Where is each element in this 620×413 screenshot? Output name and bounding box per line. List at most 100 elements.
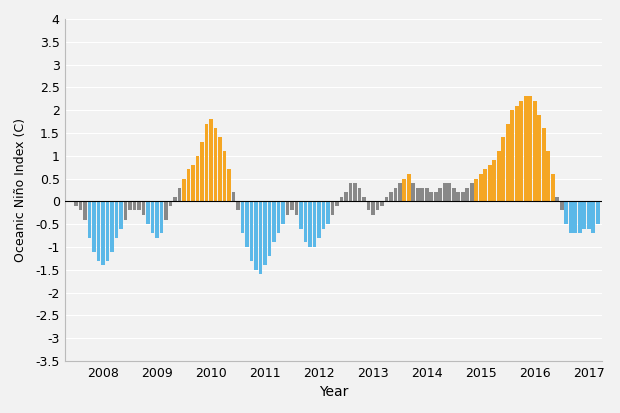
Bar xyxy=(236,202,240,211)
Bar xyxy=(402,178,406,202)
Bar xyxy=(312,202,316,247)
Bar xyxy=(448,183,451,202)
Bar xyxy=(470,183,474,202)
Bar xyxy=(479,174,483,202)
Bar xyxy=(115,202,118,238)
Bar xyxy=(286,202,290,215)
Bar xyxy=(528,96,532,202)
Bar xyxy=(277,202,280,233)
Bar xyxy=(191,165,195,202)
Bar xyxy=(200,142,204,202)
Bar xyxy=(348,183,352,202)
Bar xyxy=(330,202,334,215)
Bar xyxy=(182,178,186,202)
Bar xyxy=(92,202,96,252)
Bar xyxy=(389,192,393,202)
Bar xyxy=(394,188,397,202)
Bar xyxy=(214,128,218,202)
Bar xyxy=(245,202,249,247)
Bar xyxy=(353,183,357,202)
Bar xyxy=(384,197,388,202)
Bar xyxy=(79,202,82,211)
Bar xyxy=(506,124,510,202)
Bar xyxy=(110,202,114,252)
Bar xyxy=(87,202,92,238)
Bar xyxy=(151,202,154,233)
Bar xyxy=(141,202,146,215)
Bar xyxy=(105,202,110,261)
Bar xyxy=(137,202,141,211)
Bar xyxy=(398,183,402,202)
Bar xyxy=(241,202,244,233)
Bar xyxy=(546,151,550,202)
Bar xyxy=(272,202,276,242)
Bar xyxy=(254,202,258,270)
Bar xyxy=(497,151,501,202)
Bar xyxy=(119,202,123,229)
Bar xyxy=(97,202,100,261)
Bar xyxy=(371,202,375,215)
Bar xyxy=(596,202,600,224)
Bar xyxy=(412,183,415,202)
Bar xyxy=(510,110,514,202)
Bar xyxy=(466,188,469,202)
Bar xyxy=(340,197,343,202)
Bar xyxy=(146,202,150,224)
Bar xyxy=(83,202,87,220)
Bar xyxy=(232,192,236,202)
Bar xyxy=(520,101,523,202)
Bar xyxy=(263,202,267,265)
Bar xyxy=(488,165,492,202)
X-axis label: Year: Year xyxy=(319,385,348,399)
Bar xyxy=(578,202,582,233)
Bar xyxy=(416,188,420,202)
Bar xyxy=(474,178,478,202)
Bar xyxy=(524,96,528,202)
Bar xyxy=(582,202,587,229)
Bar xyxy=(268,202,272,256)
Bar xyxy=(187,169,190,202)
Bar xyxy=(542,128,546,202)
Bar xyxy=(74,202,78,206)
Bar xyxy=(376,202,379,211)
Bar xyxy=(326,202,330,224)
Bar xyxy=(173,197,177,202)
Bar xyxy=(317,202,321,238)
Bar xyxy=(281,202,285,224)
Bar xyxy=(164,202,168,220)
Bar xyxy=(358,188,361,202)
Bar xyxy=(304,202,308,242)
Bar xyxy=(564,202,569,224)
Bar xyxy=(259,202,262,274)
Bar xyxy=(591,202,595,233)
Bar xyxy=(538,115,541,202)
Bar xyxy=(101,202,105,265)
Bar xyxy=(456,192,460,202)
Bar xyxy=(299,202,303,229)
Bar xyxy=(290,202,294,211)
Bar xyxy=(452,188,456,202)
Bar xyxy=(294,202,298,215)
Y-axis label: Oceanic Niño Index (C): Oceanic Niño Index (C) xyxy=(14,118,27,262)
Bar xyxy=(362,197,366,202)
Bar xyxy=(574,202,577,233)
Bar xyxy=(169,202,172,206)
Bar xyxy=(155,202,159,238)
Bar xyxy=(223,151,226,202)
Bar xyxy=(322,202,326,229)
Bar xyxy=(502,138,505,202)
Bar xyxy=(551,174,555,202)
Bar xyxy=(218,138,222,202)
Bar xyxy=(569,202,573,233)
Bar xyxy=(159,202,164,233)
Bar xyxy=(209,119,213,202)
Bar xyxy=(484,169,487,202)
Bar xyxy=(430,192,433,202)
Bar xyxy=(425,188,429,202)
Bar xyxy=(227,169,231,202)
Bar xyxy=(380,202,384,206)
Bar xyxy=(335,202,339,206)
Bar xyxy=(205,124,208,202)
Bar xyxy=(195,156,200,202)
Bar xyxy=(438,188,442,202)
